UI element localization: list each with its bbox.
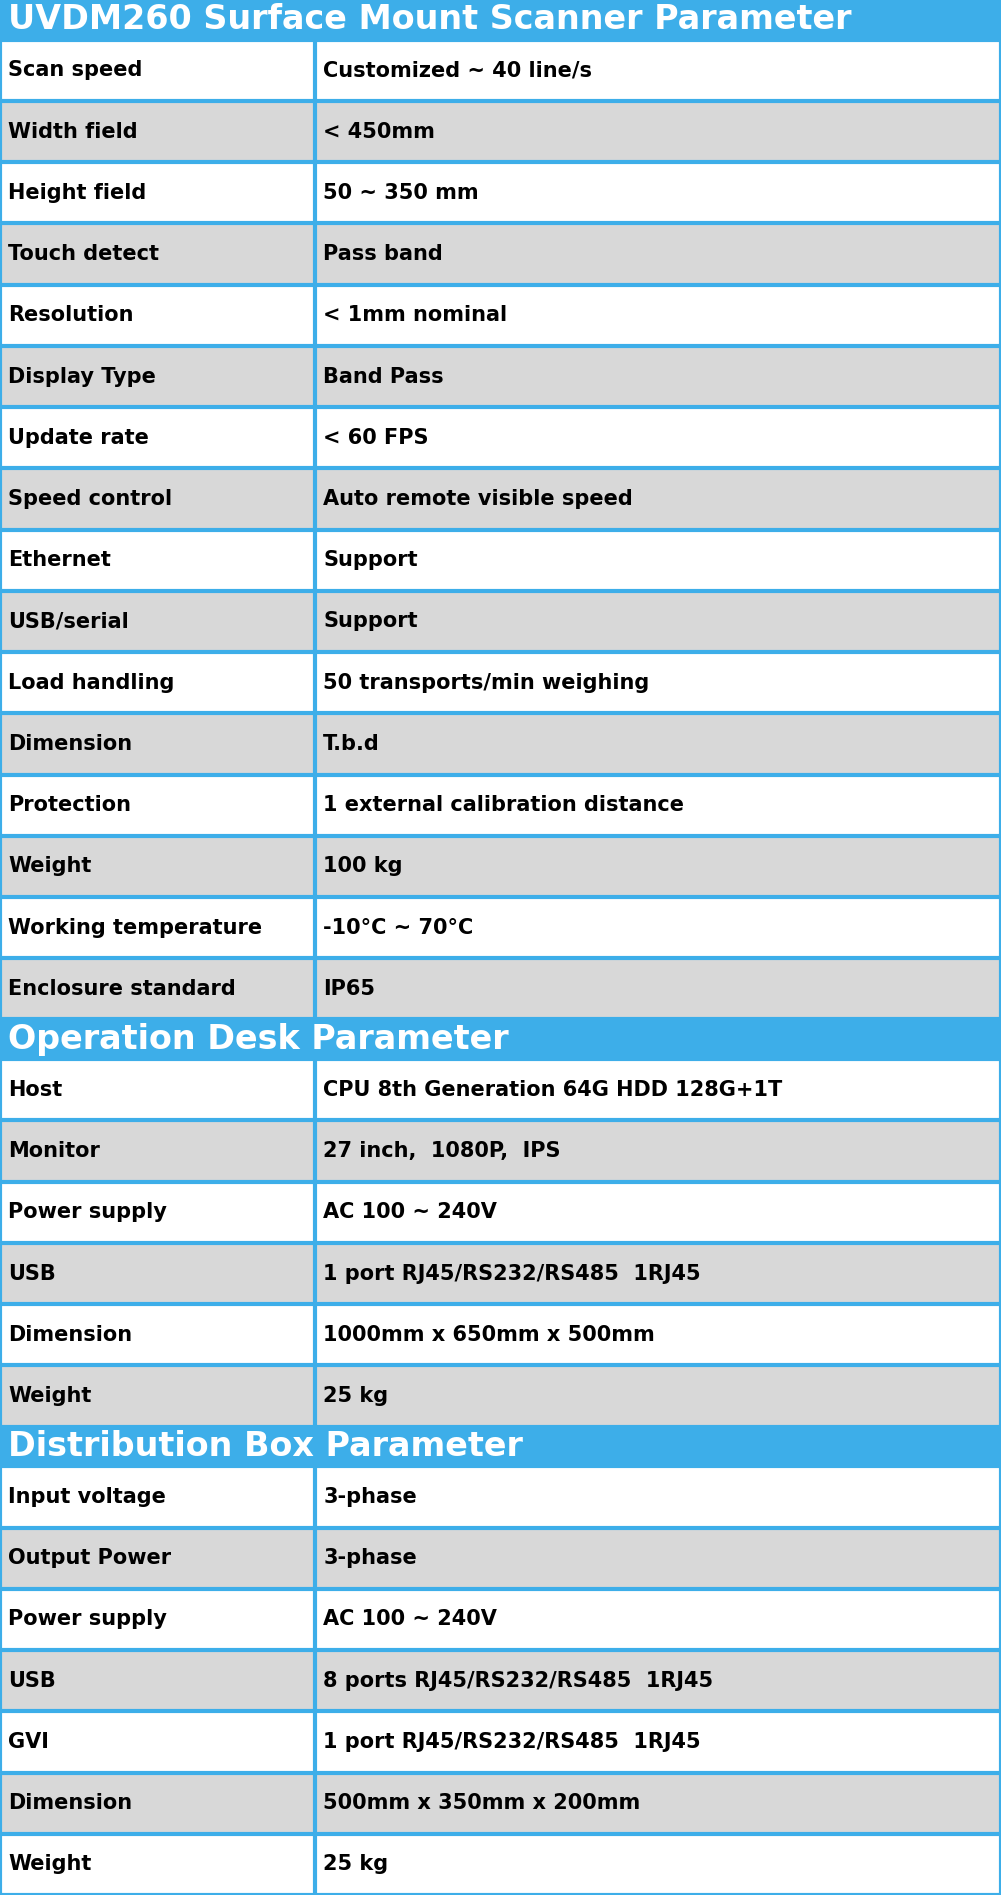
Text: Weight: Weight — [8, 857, 91, 875]
Text: Speed control: Speed control — [8, 489, 172, 510]
Text: Weight: Weight — [8, 1855, 91, 1874]
Bar — [0, 1427, 1001, 1467]
Bar — [0, 1304, 1001, 1366]
Bar — [0, 896, 1001, 959]
Text: Pass band: Pass band — [323, 244, 443, 263]
Text: Support: Support — [323, 550, 418, 570]
Text: Host: Host — [8, 1080, 62, 1099]
Text: AC 100 ~ 240V: AC 100 ~ 240V — [323, 1609, 497, 1630]
Bar — [0, 1182, 1001, 1243]
Text: Update rate: Update rate — [8, 428, 149, 447]
Bar — [0, 0, 1001, 40]
Text: Support: Support — [323, 612, 418, 631]
Bar — [0, 836, 1001, 896]
Bar — [0, 1834, 1001, 1895]
Text: UVDM260 Surface Mount Scanner Parameter: UVDM260 Surface Mount Scanner Parameter — [8, 4, 852, 36]
Bar — [0, 1366, 1001, 1427]
Text: Touch detect: Touch detect — [8, 244, 159, 263]
Bar — [0, 775, 1001, 836]
Text: Monitor: Monitor — [8, 1141, 100, 1162]
Text: USB/serial: USB/serial — [8, 612, 129, 631]
Text: Resolution: Resolution — [8, 305, 133, 326]
Text: Power supply: Power supply — [8, 1201, 167, 1222]
Text: USB: USB — [8, 1671, 56, 1690]
Text: -10°C ~ 70°C: -10°C ~ 70°C — [323, 917, 473, 938]
Text: Width field: Width field — [8, 121, 137, 142]
Text: 27 inch,  1080P,  IPS: 27 inch, 1080P, IPS — [323, 1141, 561, 1162]
Text: Display Type: Display Type — [8, 366, 156, 387]
Bar — [0, 652, 1001, 713]
Text: Weight: Weight — [8, 1385, 91, 1406]
Text: Scan speed: Scan speed — [8, 61, 142, 80]
Bar — [0, 468, 1001, 529]
Bar — [0, 40, 1001, 100]
Bar — [0, 959, 1001, 1020]
Text: 1 port RJ45/RS232/RS485  1RJ45: 1 port RJ45/RS232/RS485 1RJ45 — [323, 1264, 701, 1283]
Text: 8 ports RJ45/RS232/RS485  1RJ45: 8 ports RJ45/RS232/RS485 1RJ45 — [323, 1671, 714, 1690]
Bar — [0, 1651, 1001, 1711]
Bar — [0, 163, 1001, 224]
Text: < 1mm nominal: < 1mm nominal — [323, 305, 508, 326]
Text: Dimension: Dimension — [8, 1325, 132, 1345]
Bar — [0, 591, 1001, 652]
Text: 1 port RJ45/RS232/RS485  1RJ45: 1 port RJ45/RS232/RS485 1RJ45 — [323, 1732, 701, 1753]
Bar — [0, 100, 1001, 163]
Bar — [0, 1120, 1001, 1182]
Text: 3-phase: 3-phase — [323, 1488, 417, 1507]
Text: Band Pass: Band Pass — [323, 366, 443, 387]
Text: < 60 FPS: < 60 FPS — [323, 428, 428, 447]
Bar — [0, 1711, 1001, 1772]
Text: Ethernet: Ethernet — [8, 550, 111, 570]
Bar — [0, 1020, 1001, 1059]
Text: 25 kg: 25 kg — [323, 1855, 388, 1874]
Text: Dimension: Dimension — [8, 1793, 132, 1814]
Bar — [0, 1772, 1001, 1834]
Text: Customized ~ 40 line/s: Customized ~ 40 line/s — [323, 61, 593, 80]
Text: Distribution Box Parameter: Distribution Box Parameter — [8, 1431, 523, 1463]
Text: 1000mm x 650mm x 500mm: 1000mm x 650mm x 500mm — [323, 1325, 655, 1345]
Text: Output Power: Output Power — [8, 1548, 171, 1569]
Text: USB: USB — [8, 1264, 56, 1283]
Text: CPU 8th Generation 64G HDD 128G+1T: CPU 8th Generation 64G HDD 128G+1T — [323, 1080, 783, 1099]
Bar — [0, 347, 1001, 407]
Bar — [0, 1467, 1001, 1527]
Text: 3-phase: 3-phase — [323, 1548, 417, 1569]
Bar — [0, 1243, 1001, 1304]
Text: Auto remote visible speed: Auto remote visible speed — [323, 489, 633, 510]
Text: Enclosure standard: Enclosure standard — [8, 980, 236, 999]
Bar — [0, 713, 1001, 775]
Text: < 450mm: < 450mm — [323, 121, 435, 142]
Text: Operation Desk Parameter: Operation Desk Parameter — [8, 1023, 509, 1056]
Text: 50 transports/min weighing: 50 transports/min weighing — [323, 673, 650, 694]
Text: AC 100 ~ 240V: AC 100 ~ 240V — [323, 1201, 497, 1222]
Text: 100 kg: 100 kg — [323, 857, 402, 875]
Text: IP65: IP65 — [323, 980, 375, 999]
Bar — [0, 1527, 1001, 1588]
Bar — [0, 224, 1001, 284]
Bar — [0, 1059, 1001, 1120]
Text: Height field: Height field — [8, 184, 146, 203]
Text: Input voltage: Input voltage — [8, 1488, 166, 1507]
Text: Working temperature: Working temperature — [8, 917, 262, 938]
Text: 1 external calibration distance: 1 external calibration distance — [323, 796, 685, 815]
Text: 50 ~ 350 mm: 50 ~ 350 mm — [323, 184, 478, 203]
Text: T.b.d: T.b.d — [323, 733, 380, 754]
Text: 500mm x 350mm x 200mm: 500mm x 350mm x 200mm — [323, 1793, 641, 1814]
Bar — [0, 529, 1001, 591]
Text: Protection: Protection — [8, 796, 131, 815]
Bar — [0, 407, 1001, 468]
Text: Dimension: Dimension — [8, 733, 132, 754]
Text: 25 kg: 25 kg — [323, 1385, 388, 1406]
Text: Power supply: Power supply — [8, 1609, 167, 1630]
Bar — [0, 1588, 1001, 1651]
Text: Load handling: Load handling — [8, 673, 174, 694]
Bar — [0, 284, 1001, 347]
Text: GVI: GVI — [8, 1732, 49, 1753]
